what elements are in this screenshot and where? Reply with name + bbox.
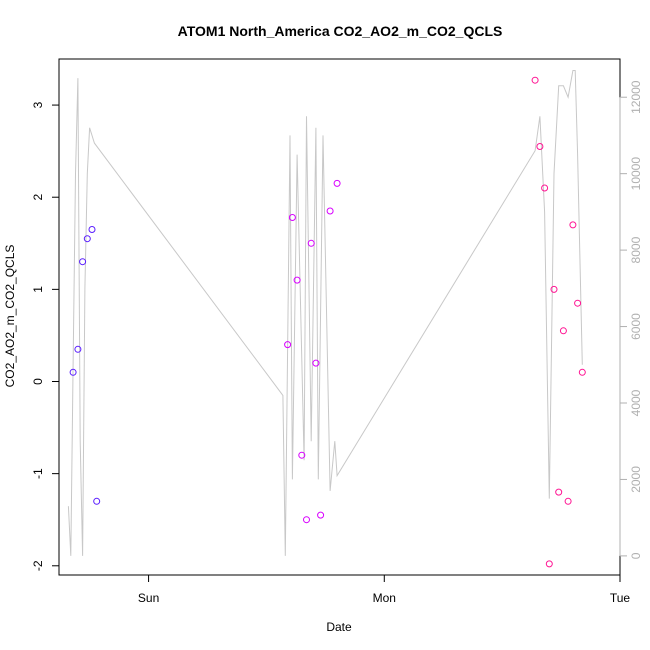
data-point — [298, 451, 306, 459]
chart-title: ATOM1 North_America CO2_AO2_m_CO2_QCLS — [178, 23, 503, 39]
y2-tick-label: 8000 — [629, 236, 643, 263]
data-point — [559, 327, 567, 335]
data-point — [93, 497, 101, 505]
y2-tick-label: 6000 — [629, 313, 643, 340]
data-point — [307, 239, 315, 247]
x-tick-label: Mon — [373, 591, 396, 605]
axes-layer: Sun Mon Tue -2 -1 0 1 2 3 0 2000 4000 6000 8000 10000 1… — [31, 80, 643, 605]
data-point — [531, 76, 539, 84]
points-layer — [69, 76, 586, 568]
data-point — [293, 276, 301, 284]
data-point — [83, 235, 91, 243]
data-point — [569, 221, 577, 229]
y-tick-label: 0 — [31, 378, 45, 385]
y-tick-label: 3 — [31, 101, 45, 108]
data-point — [550, 285, 558, 293]
data-point — [317, 511, 325, 519]
y2-tick-label: 12000 — [629, 80, 643, 114]
data-point — [536, 143, 544, 150]
data-point — [74, 345, 82, 353]
data-point — [79, 258, 87, 266]
y-tick-label: -2 — [31, 560, 45, 571]
data-point — [541, 184, 549, 192]
x-axis-label: Date — [326, 620, 352, 634]
y2-tick-label: 0 — [629, 552, 643, 559]
x-tick-label: Sun — [138, 591, 159, 605]
data-point — [288, 214, 296, 221]
data-point — [545, 560, 553, 568]
data-point — [69, 368, 77, 376]
data-point — [284, 341, 292, 349]
data-point — [88, 226, 96, 233]
data-point — [312, 359, 320, 367]
data-point — [564, 497, 572, 505]
data-point — [303, 516, 310, 524]
y-tick-label: -1 — [31, 468, 45, 479]
y2-tick-label: 2000 — [629, 466, 643, 493]
y-axis-label: CO2_AO2_m_CO2_QCLS — [3, 245, 17, 388]
data-point — [574, 299, 582, 307]
altitude-series-line — [67, 70, 583, 556]
data-point — [555, 488, 563, 496]
plot-frame — [58, 58, 621, 576]
data-point — [333, 179, 341, 187]
data-point — [578, 368, 586, 376]
y2-tick-label: 10000 — [629, 157, 643, 191]
altitude-layer — [67, 70, 583, 556]
x-tick-label: Tue — [610, 591, 631, 605]
y-tick-label: 1 — [31, 286, 45, 293]
data-point — [326, 207, 334, 215]
y2-tick-label: 4000 — [629, 389, 643, 416]
y-tick-label: 2 — [31, 194, 45, 201]
